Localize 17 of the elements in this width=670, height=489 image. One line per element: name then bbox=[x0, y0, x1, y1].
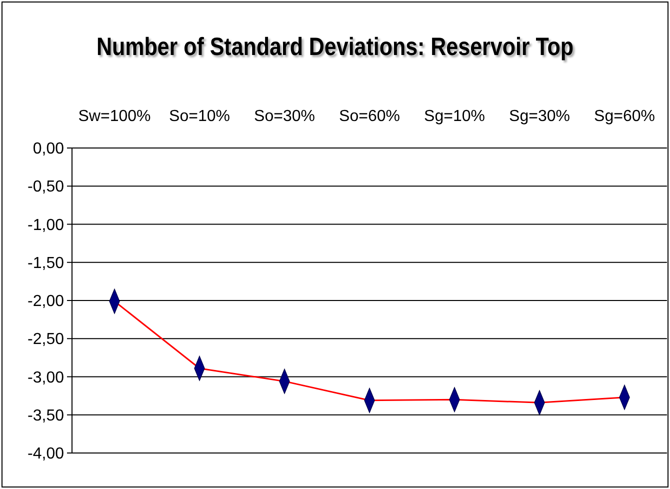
x-tick-label: Sg=30% bbox=[509, 108, 570, 125]
y-tick-label: -0,50 bbox=[28, 178, 64, 196]
y-tick-label: -1,50 bbox=[28, 254, 64, 272]
y-tick-label: -4,00 bbox=[28, 446, 64, 463]
x-tick-label: Sg=10% bbox=[424, 108, 485, 125]
x-tick-label: So=30% bbox=[254, 108, 315, 125]
y-tick-label: -1,00 bbox=[28, 216, 64, 234]
x-tick-label: Sg=60% bbox=[594, 108, 655, 125]
y-tick-label: 0,00 bbox=[32, 140, 64, 158]
x-tick-label: So=10% bbox=[169, 108, 230, 125]
y-tick-label: -3,50 bbox=[28, 407, 64, 424]
x-tick-label: So=60% bbox=[339, 108, 400, 125]
y-tick-label: -2,50 bbox=[28, 331, 64, 348]
y-tick-label: -2,00 bbox=[28, 293, 64, 310]
y-tick-label: -3,00 bbox=[28, 369, 64, 386]
x-tick-label: Sw=100% bbox=[78, 108, 151, 125]
chart-title: Number of Standard Deviations: Reservoir Top bbox=[96, 32, 574, 60]
